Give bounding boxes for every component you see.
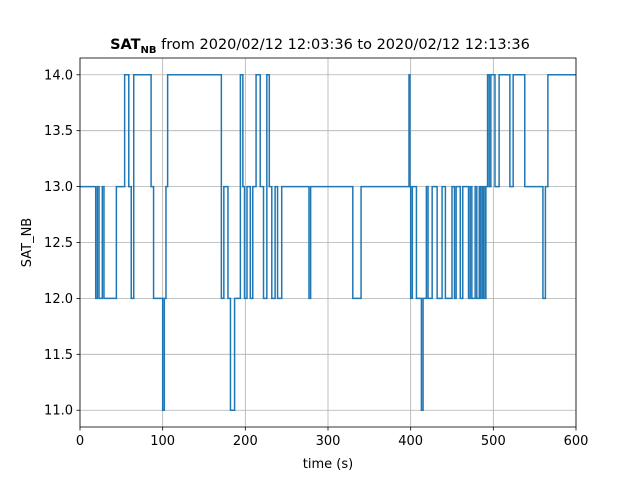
y-tick-label: 13.0 <box>44 180 73 195</box>
x-axis-label: time (s) <box>303 457 353 472</box>
x-tick-label: 200 <box>233 434 258 449</box>
title-main: SAT <box>110 37 141 53</box>
y-tick-label: 12.0 <box>44 292 73 307</box>
x-tick-label: 300 <box>316 434 341 449</box>
y-tick-label: 11.5 <box>44 348 73 363</box>
x-tick-label: 100 <box>150 434 175 449</box>
y-axis-ticks: 11.0 11.5 12.0 12.5 13.0 13.5 14.0 <box>44 68 80 419</box>
x-tick-label: 600 <box>564 434 589 449</box>
x-tick-label: 400 <box>398 434 423 449</box>
chart-title: SATNB from 2020/02/12 12:03:36 to 2020/0… <box>110 37 530 56</box>
x-tick-label: 500 <box>481 434 506 449</box>
y-tick-label: 13.5 <box>44 124 73 139</box>
y-tick-label: 14.0 <box>44 68 73 83</box>
y-tick-label: 12.5 <box>44 236 73 251</box>
x-tick-label: 0 <box>76 434 84 449</box>
title-rest: from 2020/02/12 12:03:36 to 2020/02/12 1… <box>157 37 530 53</box>
y-tick-label: 11.0 <box>44 404 73 419</box>
y-axis-label: SAT_NB <box>20 218 35 267</box>
sat-nb-step-line <box>80 74 576 411</box>
title-subscript: NB <box>141 45 157 56</box>
x-axis-ticks: 0 100 200 300 400 500 600 <box>76 427 589 449</box>
plot-series <box>80 74 576 411</box>
